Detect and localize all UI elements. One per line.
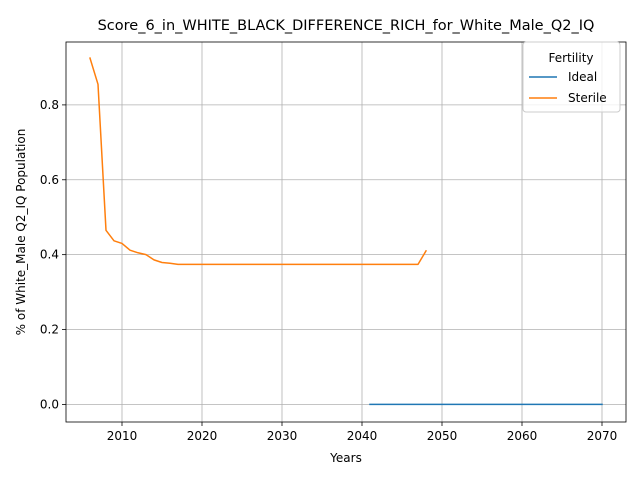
legend-title: Fertility <box>548 51 593 65</box>
x-tick-label: 2050 <box>427 429 458 443</box>
plot-frame <box>65 41 627 423</box>
legend-box <box>522 41 621 113</box>
x-tick-label: 2030 <box>267 429 298 443</box>
y-tick-label: 0.8 <box>40 98 59 112</box>
y-tick-label: 0.0 <box>40 397 59 411</box>
grid-lines <box>66 42 626 422</box>
legend-label-sterile: Sterile <box>568 91 607 105</box>
x-axis-ticks: 2010 2020 2030 2040 2050 2060 2070 <box>107 422 618 443</box>
series-lines <box>89 57 603 406</box>
x-tick-label: 2010 <box>107 429 138 443</box>
legend: Fertility Ideal Sterile <box>522 41 621 113</box>
x-axis-label: Years <box>329 451 362 465</box>
x-tick-label: 2060 <box>507 429 538 443</box>
x-tick-label: 2040 <box>347 429 378 443</box>
chart-title: Score_6_in_WHITE_BLACK_DIFFERENCE_RICH_f… <box>98 18 595 34</box>
y-axis-ticks: 0.0 0.2 0.4 0.6 0.8 <box>40 98 66 411</box>
y-tick-label: 0.6 <box>40 173 59 187</box>
y-tick-label: 0.2 <box>40 323 59 337</box>
y-tick-label: 0.4 <box>40 248 59 262</box>
x-tick-label: 2020 <box>187 429 218 443</box>
legend-label-ideal: Ideal <box>568 70 597 84</box>
x-tick-label: 2070 <box>587 429 618 443</box>
y-axis-label: % of White_Male Q2_IQ Population <box>14 129 28 336</box>
series-line-sterile <box>89 57 428 266</box>
